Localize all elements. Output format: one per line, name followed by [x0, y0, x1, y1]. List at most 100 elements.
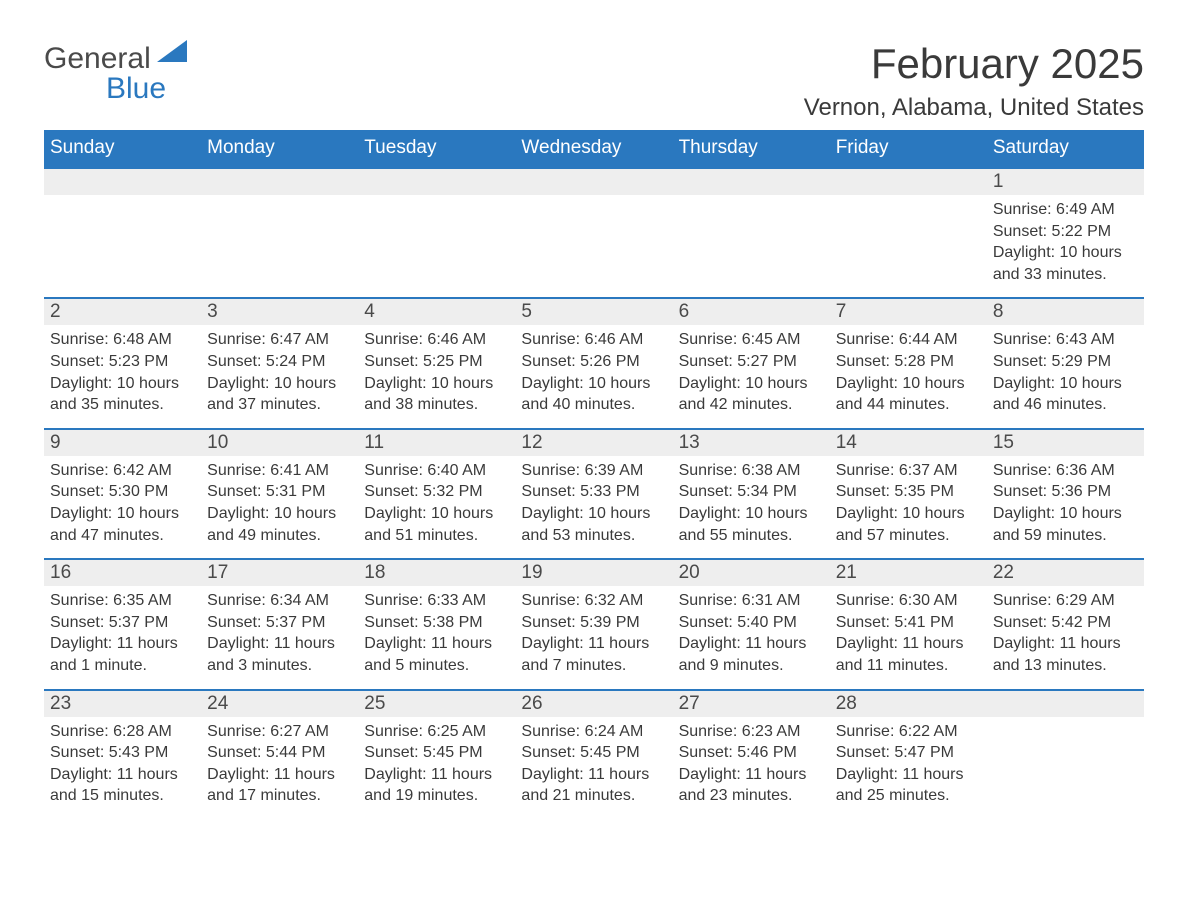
- day-number: 24: [201, 691, 358, 717]
- logo-text-1: General: [44, 42, 151, 75]
- calendar-day-cell: 22Sunrise: 6:29 AMSunset: 5:42 PMDayligh…: [987, 560, 1144, 688]
- sunrise-text: Sunrise: 6:43 AM: [993, 329, 1138, 351]
- sunset-text: Sunset: 5:46 PM: [679, 742, 824, 764]
- daylight-text: Daylight: 11 hours and 13 minutes.: [993, 633, 1138, 676]
- day-info: Sunrise: 6:27 AMSunset: 5:44 PMDaylight:…: [207, 721, 352, 807]
- sunset-text: Sunset: 5:24 PM: [207, 351, 352, 373]
- calendar-day-cell: 20Sunrise: 6:31 AMSunset: 5:40 PMDayligh…: [673, 560, 830, 688]
- daylight-text: Daylight: 10 hours and 49 minutes.: [207, 503, 352, 546]
- day-number: 27: [673, 691, 830, 717]
- day-info: Sunrise: 6:45 AMSunset: 5:27 PMDaylight:…: [679, 329, 824, 415]
- sunrise-text: Sunrise: 6:40 AM: [364, 460, 509, 482]
- logo-text-2: Blue: [106, 72, 166, 105]
- sunrise-text: Sunrise: 6:41 AM: [207, 460, 352, 482]
- day-number: 15: [987, 430, 1144, 456]
- sunset-text: Sunset: 5:25 PM: [364, 351, 509, 373]
- sunset-text: Sunset: 5:40 PM: [679, 612, 824, 634]
- day-number: 10: [201, 430, 358, 456]
- sunrise-text: Sunrise: 6:44 AM: [836, 329, 981, 351]
- calendar-body: 1Sunrise: 6:49 AMSunset: 5:22 PMDaylight…: [44, 167, 1144, 819]
- calendar-day-cell: [44, 169, 201, 297]
- calendar-day-cell: 7 Sunrise: 6:44 AMSunset: 5:28 PMDaylight…: [830, 299, 987, 427]
- daylight-text: Daylight: 10 hours and 57 minutes.: [836, 503, 981, 546]
- day-number: 4: [358, 299, 515, 325]
- day-number: 22: [987, 560, 1144, 586]
- sunset-text: Sunset: 5:29 PM: [993, 351, 1138, 373]
- daylight-text: Daylight: 10 hours and 33 minutes.: [993, 242, 1138, 285]
- sunrise-text: Sunrise: 6:39 AM: [521, 460, 666, 482]
- calendar-week-row: 23Sunrise: 6:28 AMSunset: 5:43 PMDayligh…: [44, 689, 1144, 819]
- sunrise-text: Sunrise: 6:37 AM: [836, 460, 981, 482]
- daylight-text: Daylight: 10 hours and 40 minutes.: [521, 373, 666, 416]
- calendar-header-cell: Tuesday: [358, 130, 515, 167]
- daylight-text: Daylight: 11 hours and 21 minutes.: [521, 764, 666, 807]
- sunset-text: Sunset: 5:45 PM: [521, 742, 666, 764]
- calendar-day-cell: 11 Sunrise: 6:40 AMSunset: 5:32 PMDayligh…: [358, 430, 515, 558]
- calendar-day-cell: [987, 691, 1144, 819]
- sunrise-text: Sunrise: 6:30 AM: [836, 590, 981, 612]
- calendar-day-cell: 16Sunrise: 6:35 AMSunset: 5:37 PMDayligh…: [44, 560, 201, 688]
- day-number: 9: [44, 430, 201, 456]
- daylight-text: Daylight: 10 hours and 53 minutes.: [521, 503, 666, 546]
- calendar-day-cell: [201, 169, 358, 297]
- sunset-text: Sunset: 5:37 PM: [207, 612, 352, 634]
- daylight-text: Daylight: 10 hours and 42 minutes.: [679, 373, 824, 416]
- day-info: Sunrise: 6:39 AMSunset: 5:33 PMDaylight:…: [521, 460, 666, 546]
- page-title: February 2025: [804, 40, 1144, 88]
- daylight-text: Daylight: 11 hours and 25 minutes.: [836, 764, 981, 807]
- logo: General Blue: [44, 40, 187, 104]
- sunrise-text: Sunrise: 6:36 AM: [993, 460, 1138, 482]
- calendar-day-cell: 1Sunrise: 6:49 AMSunset: 5:22 PMDaylight…: [987, 169, 1144, 297]
- sunset-text: Sunset: 5:26 PM: [521, 351, 666, 373]
- day-number: [44, 169, 201, 195]
- calendar-header-row: SundayMondayTuesdayWednesdayThursdayFrid…: [44, 130, 1144, 167]
- day-number: 11: [358, 430, 515, 456]
- sunrise-text: Sunrise: 6:46 AM: [521, 329, 666, 351]
- daylight-text: Daylight: 11 hours and 7 minutes.: [521, 633, 666, 676]
- day-info: Sunrise: 6:34 AMSunset: 5:37 PMDaylight:…: [207, 590, 352, 676]
- day-info: Sunrise: 6:49 AMSunset: 5:22 PMDaylight:…: [993, 199, 1138, 285]
- calendar-day-cell: 23Sunrise: 6:28 AMSunset: 5:43 PMDayligh…: [44, 691, 201, 819]
- sunset-text: Sunset: 5:31 PM: [207, 481, 352, 503]
- sunset-text: Sunset: 5:43 PM: [50, 742, 195, 764]
- daylight-text: Daylight: 11 hours and 5 minutes.: [364, 633, 509, 676]
- calendar-day-cell: 25Sunrise: 6:25 AMSunset: 5:45 PMDayligh…: [358, 691, 515, 819]
- page-header: General Blue February 2025 Vernon, Alaba…: [44, 40, 1144, 122]
- day-number: 20: [673, 560, 830, 586]
- day-info: Sunrise: 6:22 AMSunset: 5:47 PMDaylight:…: [836, 721, 981, 807]
- day-info: Sunrise: 6:40 AMSunset: 5:32 PMDaylight:…: [364, 460, 509, 546]
- sunrise-text: Sunrise: 6:42 AM: [50, 460, 195, 482]
- calendar-header-cell: Sunday: [44, 130, 201, 167]
- sunset-text: Sunset: 5:39 PM: [521, 612, 666, 634]
- sunset-text: Sunset: 5:44 PM: [207, 742, 352, 764]
- sunrise-text: Sunrise: 6:29 AM: [993, 590, 1138, 612]
- calendar-day-cell: 14Sunrise: 6:37 AMSunset: 5:35 PMDayligh…: [830, 430, 987, 558]
- day-number: [673, 169, 830, 195]
- calendar-week-row: 9Sunrise: 6:42 AMSunset: 5:30 PMDaylight…: [44, 428, 1144, 558]
- sunrise-text: Sunrise: 6:38 AM: [679, 460, 824, 482]
- daylight-text: Daylight: 11 hours and 11 minutes.: [836, 633, 981, 676]
- day-number: 2: [44, 299, 201, 325]
- sunrise-text: Sunrise: 6:46 AM: [364, 329, 509, 351]
- day-info: Sunrise: 6:48 AMSunset: 5:23 PMDaylight:…: [50, 329, 195, 415]
- calendar-day-cell: 13Sunrise: 6:38 AMSunset: 5:34 PMDayligh…: [673, 430, 830, 558]
- day-number: 7: [830, 299, 987, 325]
- day-number: 23: [44, 691, 201, 717]
- sunrise-text: Sunrise: 6:49 AM: [993, 199, 1138, 221]
- sunset-text: Sunset: 5:36 PM: [993, 481, 1138, 503]
- day-info: Sunrise: 6:44 AMSunset: 5:28 PMDaylight:…: [836, 329, 981, 415]
- day-info: Sunrise: 6:33 AMSunset: 5:38 PMDaylight:…: [364, 590, 509, 676]
- day-number: [515, 169, 672, 195]
- sunset-text: Sunset: 5:27 PM: [679, 351, 824, 373]
- daylight-text: Daylight: 10 hours and 46 minutes.: [993, 373, 1138, 416]
- location: Vernon, Alabama, United States: [804, 94, 1144, 122]
- calendar-day-cell: 24 Sunrise: 6:27 AMSunset: 5:44 PMDayligh…: [201, 691, 358, 819]
- sunrise-text: Sunrise: 6:34 AM: [207, 590, 352, 612]
- day-number: 13: [673, 430, 830, 456]
- day-number: [201, 169, 358, 195]
- daylight-text: Daylight: 11 hours and 17 minutes.: [207, 764, 352, 807]
- daylight-text: Daylight: 11 hours and 15 minutes.: [50, 764, 195, 807]
- calendar-day-cell: 8Sunrise: 6:43 AMSunset: 5:29 PMDaylight…: [987, 299, 1144, 427]
- sunset-text: Sunset: 5:45 PM: [364, 742, 509, 764]
- daylight-text: Daylight: 11 hours and 9 minutes.: [679, 633, 824, 676]
